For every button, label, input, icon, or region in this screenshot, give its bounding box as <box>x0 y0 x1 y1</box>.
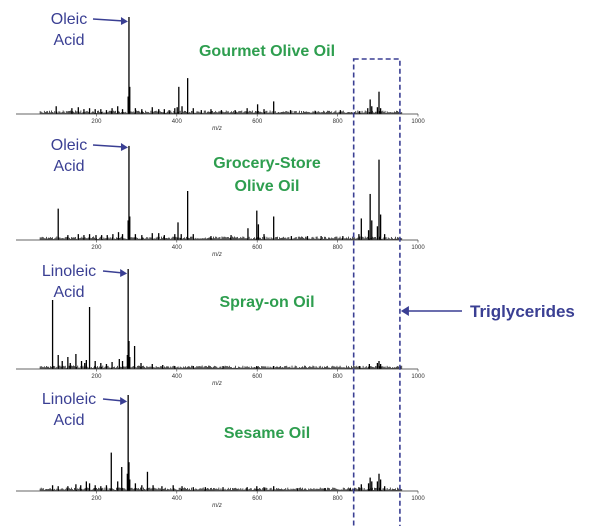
x-axis-label: m/z <box>212 503 222 509</box>
spectrum-panel: 200 400 600 800 1000 m/z Grocery-Store Olive Oi… <box>16 137 425 258</box>
x-tick-label: 1000 <box>411 374 425 380</box>
spectrum-panel: 200 400 600 800 1000 m/z Spray-on Oil Linoleic A… <box>16 263 425 387</box>
peak-annotation-label: Acid <box>53 284 84 301</box>
panel-title: Gourmet Olive Oil <box>199 43 335 60</box>
x-tick-label: 800 <box>333 245 344 251</box>
peak-annotation-arrowhead <box>120 143 128 151</box>
peak-annotation-arrow <box>92 18 125 22</box>
spectrum-panel: 200 400 600 800 1000 m/z Sesame Oil Linoleic Aci… <box>16 391 425 509</box>
x-tick-label: 600 <box>252 496 263 502</box>
x-tick-label: 600 <box>252 374 263 380</box>
x-tick-label: 800 <box>333 496 344 502</box>
spectra-panels: 200 400 600 800 1000 m/z Gourmet Olive Oil Olei… <box>16 11 425 509</box>
x-tick-label: 800 <box>333 119 344 125</box>
x-tick-label: 600 <box>252 119 263 125</box>
x-tick-label: 1000 <box>411 245 425 251</box>
panel-title: Spray-on Oil <box>219 294 314 311</box>
peak-annotation-arrow <box>102 398 124 402</box>
peak-annotation-arrowhead <box>120 17 128 25</box>
x-tick-label: 800 <box>333 374 344 380</box>
peak-annotation-label: Acid <box>53 32 84 49</box>
x-tick-label: 400 <box>172 374 183 380</box>
x-tick-label: 200 <box>91 245 102 251</box>
x-tick-label: 200 <box>91 374 102 380</box>
panel-title: Olive Oil <box>235 178 300 195</box>
x-tick-label: 200 <box>91 496 102 502</box>
peak-annotation-arrow <box>92 144 125 148</box>
peak-annotation-arrowhead <box>120 269 128 277</box>
x-axis-label: m/z <box>212 381 222 387</box>
triglyceride-arrow-head <box>400 306 409 316</box>
triglycerides-label: Triglycerides <box>470 302 575 321</box>
peak-annotation-label: Oleic <box>51 137 87 154</box>
peak-annotation-label: Oleic <box>51 11 87 28</box>
x-tick-label: 600 <box>252 245 263 251</box>
peak-annotation-arrowhead <box>120 397 128 405</box>
peak-annotation-label: Linoleic <box>42 263 96 280</box>
x-tick-label: 400 <box>172 245 183 251</box>
triglyceride-overlay: Triglycerides <box>352 58 575 526</box>
panel-title: Grocery-Store <box>213 155 321 172</box>
x-axis-label: m/z <box>212 252 222 258</box>
peak-annotation-label: Acid <box>53 158 84 175</box>
spectrum-panel: 200 400 600 800 1000 m/z Gourmet Olive Oil Olei… <box>16 11 425 132</box>
peak-annotation-label: Linoleic <box>42 391 96 408</box>
x-axis-label: m/z <box>212 126 222 132</box>
x-tick-label: 1000 <box>411 496 425 502</box>
peak-annotation-arrow <box>102 270 124 274</box>
peak-annotation-label: Acid <box>53 412 84 429</box>
x-tick-label: 400 <box>172 119 183 125</box>
triglyceride-highlight-box <box>352 58 401 526</box>
x-tick-label: 1000 <box>411 119 425 125</box>
x-tick-label: 200 <box>91 119 102 125</box>
x-tick-label: 400 <box>172 496 183 502</box>
panel-title: Sesame Oil <box>224 425 310 442</box>
